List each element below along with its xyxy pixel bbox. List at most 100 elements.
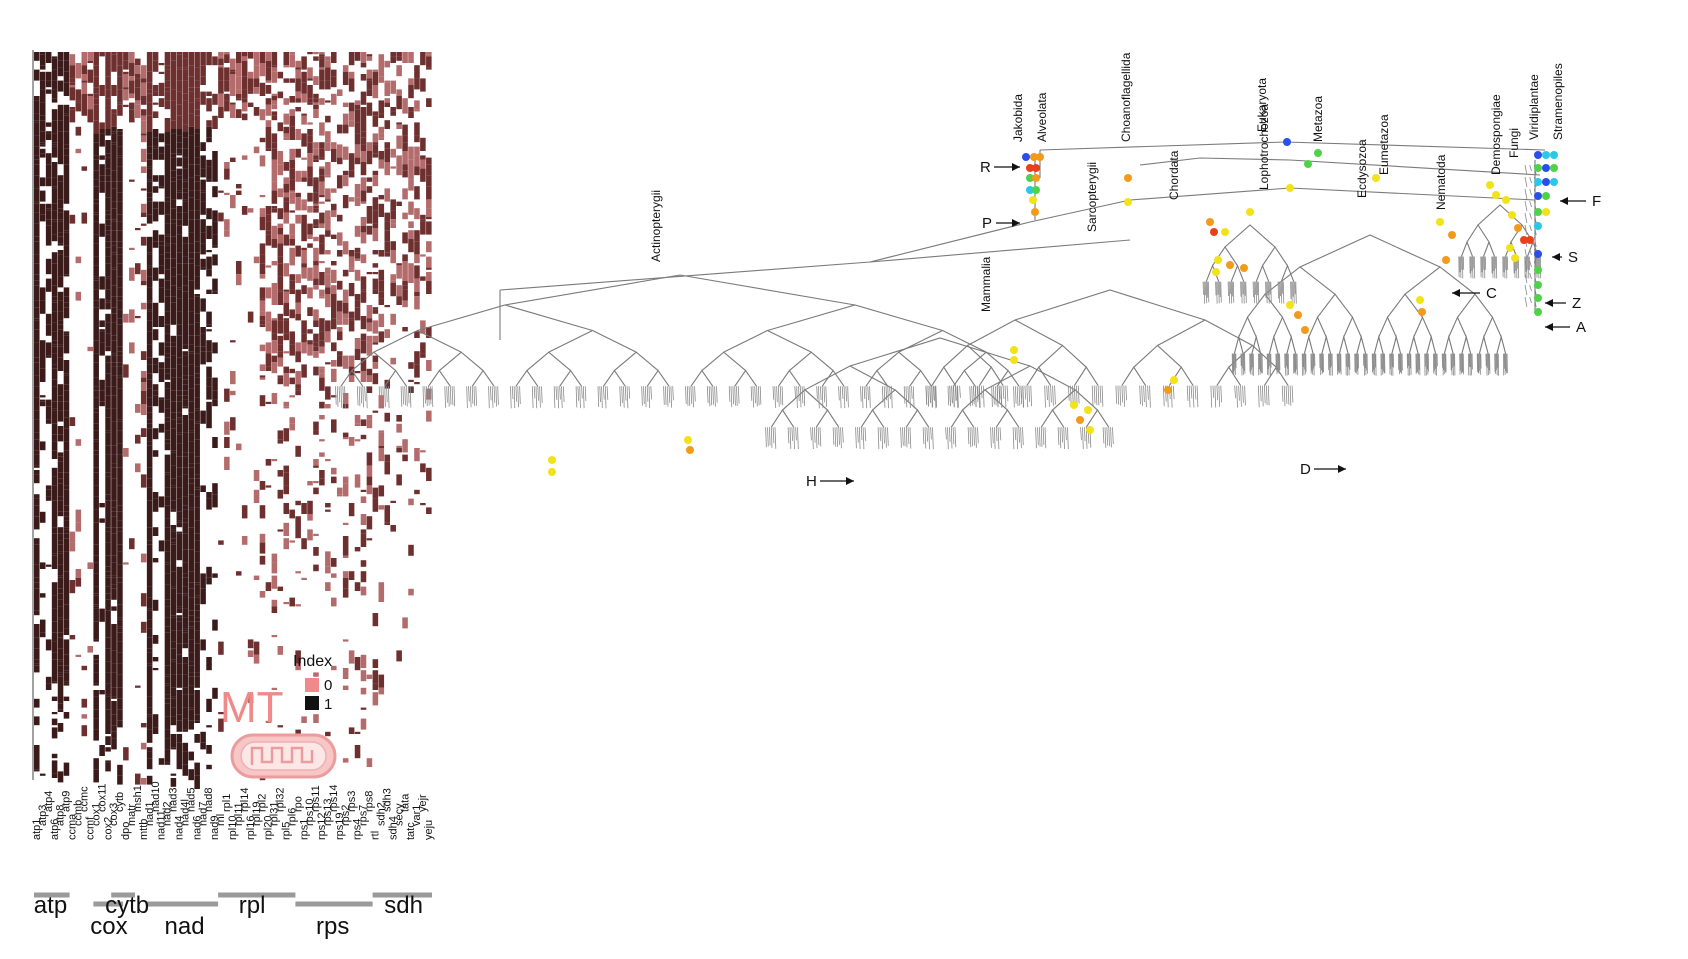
heatmap-cell — [271, 100, 278, 105]
leaf-spike — [778, 386, 780, 407]
heatmap-cell — [259, 195, 266, 198]
heatmap-cell — [105, 276, 111, 279]
heatmap-cell — [259, 263, 266, 275]
tree-node-dot — [548, 468, 556, 476]
heatmap-cell — [277, 357, 284, 367]
heatmap-cell — [164, 184, 171, 198]
heatmap-cell — [283, 300, 290, 303]
leaf-spike — [1024, 385, 1027, 400]
heatmap-cell — [402, 327, 408, 332]
heatmap-cell — [325, 188, 331, 200]
heatmap-cell — [194, 463, 200, 475]
heatmap-cell — [426, 52, 432, 55]
heatmap-cell — [34, 294, 40, 301]
heatmap-cell — [140, 135, 147, 143]
heatmap-cell — [194, 423, 200, 426]
heatmap-cell — [164, 430, 171, 440]
leaf-spike — [490, 386, 492, 401]
heatmap-cell — [63, 604, 70, 613]
heatmap-cell — [117, 76, 123, 90]
heatmap-cell — [170, 89, 177, 96]
heatmap-cell — [224, 437, 230, 448]
heatmap-cell — [176, 274, 183, 288]
heatmap-cell — [146, 300, 153, 303]
heatmap-cell — [384, 454, 391, 462]
heatmap-cell — [366, 674, 373, 679]
group-label: cytb — [105, 892, 149, 919]
heatmap-cell — [402, 151, 408, 165]
heatmap-cell — [206, 159, 212, 167]
heatmap-cell — [212, 115, 218, 129]
heatmap-cell — [271, 104, 278, 110]
heatmap-cell — [176, 443, 183, 457]
heatmap-cell — [146, 140, 153, 147]
heatmap-cell — [182, 188, 189, 193]
heatmap-cell — [188, 135, 194, 140]
heatmap-cell — [348, 120, 355, 127]
heatmap-cell — [63, 417, 70, 429]
heatmap-cell — [34, 544, 40, 558]
heatmap-cell — [158, 316, 165, 327]
heatmap-cell — [63, 410, 70, 418]
leaf-spike — [1076, 385, 1078, 405]
heatmap-cell — [93, 718, 99, 730]
heatmap-cell — [176, 591, 183, 594]
heatmap-cell — [146, 93, 153, 103]
heatmap-cell — [331, 210, 337, 217]
heatmap-cell — [111, 478, 117, 492]
heatmap-cell — [93, 316, 99, 327]
heatmap-cell — [57, 151, 64, 162]
heatmap-cell — [51, 146, 58, 158]
heatmap-cell — [57, 456, 64, 462]
heatmap-cell — [176, 434, 183, 444]
heatmap-cell — [93, 467, 99, 473]
heatmap-cell — [34, 135, 40, 147]
heatmap-cell — [117, 377, 123, 389]
heatmap-cell — [63, 580, 70, 591]
heatmap-cell — [170, 140, 177, 154]
heatmap-cell — [283, 212, 290, 224]
heatmap-cell — [188, 243, 194, 253]
heatmap-cell — [301, 285, 307, 294]
heatmap-cell — [313, 459, 319, 466]
tree-branch — [515, 369, 539, 387]
heatmap-cell — [277, 291, 284, 305]
tree-node-dot — [1314, 149, 1322, 157]
heatmap-cell — [105, 300, 111, 303]
gene-label: rps4 — [352, 819, 364, 840]
heatmap-cell — [111, 327, 117, 336]
heatmap-cell — [259, 208, 266, 211]
heatmap-cell — [307, 192, 313, 202]
heatmap-cell — [123, 448, 129, 457]
gene-label: rpl2 — [257, 794, 269, 812]
heatmap-cell — [81, 65, 88, 74]
heatmap-cell — [319, 148, 325, 158]
heatmap-cell — [295, 390, 301, 396]
tree-node-dot — [1301, 326, 1309, 334]
heatmap-cell — [140, 390, 147, 404]
heatmap-cell — [99, 223, 105, 237]
heatmap-cell — [182, 663, 189, 668]
heatmap-cell — [39, 120, 46, 132]
heatmap-cell — [319, 181, 325, 195]
heatmap-cell — [182, 617, 189, 629]
heatmap-cell — [170, 648, 177, 660]
gene-label: cox1 — [90, 803, 102, 826]
heatmap-cell — [313, 672, 319, 677]
legend-high-label: 1 — [324, 696, 332, 713]
heatmap-cell — [105, 417, 111, 426]
heatmap-cell — [57, 661, 64, 666]
heatmap-cell — [372, 153, 379, 158]
heatmap-cell — [277, 164, 284, 176]
heatmap-cell — [39, 401, 46, 407]
heatmap-cell — [342, 536, 349, 547]
heatmap-cell — [75, 89, 82, 101]
tree-branch — [952, 369, 976, 387]
heatmap-cell — [331, 467, 337, 475]
heatmap-cell — [176, 720, 183, 732]
heatmap-cell — [414, 155, 420, 167]
heatmap-cell — [319, 239, 325, 244]
heatmap-cell — [235, 76, 242, 90]
heatmap-cell — [319, 122, 325, 136]
heatmap-cell — [99, 518, 105, 523]
